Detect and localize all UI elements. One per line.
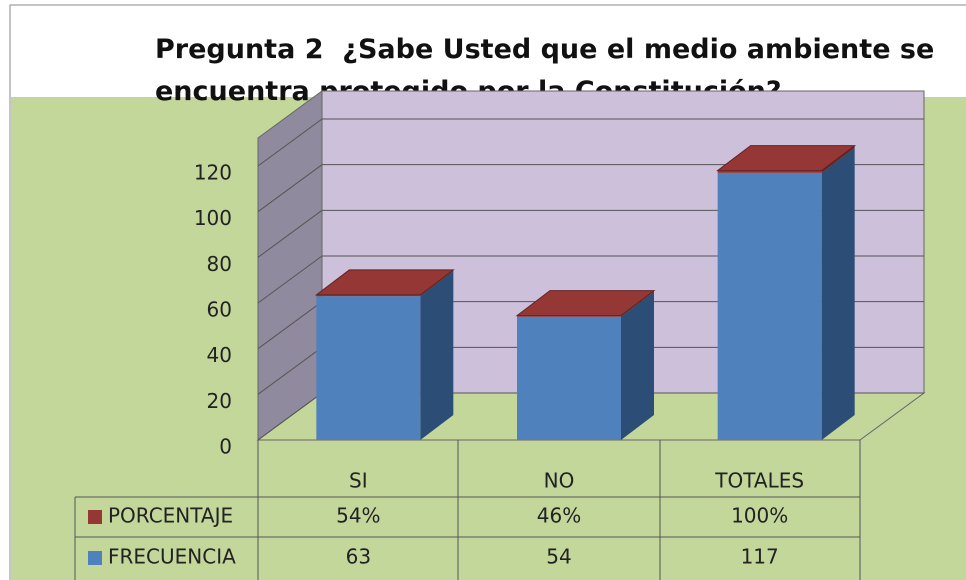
table-header: NO — [544, 469, 575, 493]
y-tick-label: 20 — [207, 389, 232, 413]
legend-label: PORCENTAJE — [108, 504, 233, 528]
grid-line — [257, 255, 323, 304]
y-tick-label: 0 — [219, 435, 232, 459]
y-tick-label: 40 — [207, 343, 232, 367]
bar — [517, 316, 621, 440]
bar-top — [716, 145, 857, 172]
y-tick-label: 120 — [194, 161, 232, 185]
table-cell: 117 — [741, 545, 779, 569]
bar-side — [821, 147, 855, 440]
table-cell: 100% — [731, 504, 788, 528]
legend-key — [88, 510, 102, 524]
y-tick-label: 60 — [207, 298, 232, 322]
legend-key — [88, 551, 102, 565]
grid-line — [257, 392, 323, 441]
table-header: TOTALES — [714, 469, 804, 493]
grid-line — [257, 301, 323, 350]
y-tick-label: 100 — [194, 206, 232, 230]
bar — [316, 296, 421, 440]
bar — [717, 170, 822, 173]
table-cell: 46% — [537, 504, 581, 528]
legend-label: FRECUENCIA — [108, 545, 236, 569]
table-cell: 63 — [346, 545, 371, 569]
table-header: SI — [349, 469, 368, 493]
grid-line — [257, 118, 323, 167]
y-tick-label: 80 — [207, 252, 232, 276]
bar — [517, 315, 621, 317]
grid-line — [257, 164, 323, 213]
grid-line — [257, 346, 323, 395]
bar-top — [314, 269, 455, 296]
bar-side — [420, 271, 454, 440]
table-cell: 54% — [336, 504, 380, 528]
table-cell: 54 — [546, 545, 571, 569]
bar-side — [621, 291, 654, 440]
grid-line — [257, 209, 323, 258]
data-table — [74, 440, 861, 580]
bar — [316, 294, 421, 297]
chart-title: Pregunta 2 ¿Sabe Usted que el medio ambi… — [155, 34, 934, 65]
bar — [717, 172, 822, 440]
bar-top — [515, 290, 656, 317]
